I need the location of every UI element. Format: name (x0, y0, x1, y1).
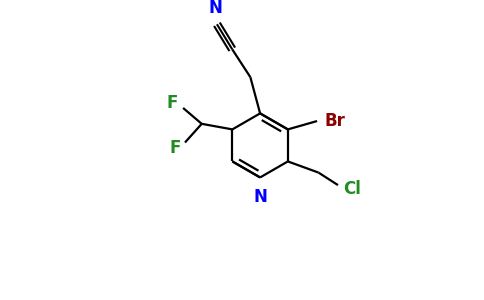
Text: F: F (169, 139, 181, 157)
Text: N: N (209, 0, 223, 17)
Text: Cl: Cl (344, 180, 362, 198)
Text: Br: Br (324, 112, 345, 130)
Text: N: N (253, 188, 267, 206)
Text: F: F (166, 94, 178, 112)
